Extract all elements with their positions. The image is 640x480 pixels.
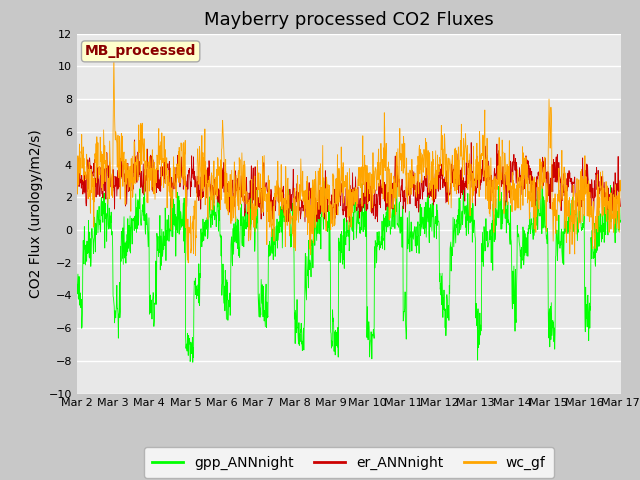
Y-axis label: CO2 Flux (urology/m2/s): CO2 Flux (urology/m2/s) <box>29 129 43 298</box>
Legend: gpp_ANNnight, er_ANNnight, wc_gf: gpp_ANNnight, er_ANNnight, wc_gf <box>144 447 554 478</box>
Text: MB_processed: MB_processed <box>85 44 196 59</box>
Title: Mayberry processed CO2 Fluxes: Mayberry processed CO2 Fluxes <box>204 11 493 29</box>
